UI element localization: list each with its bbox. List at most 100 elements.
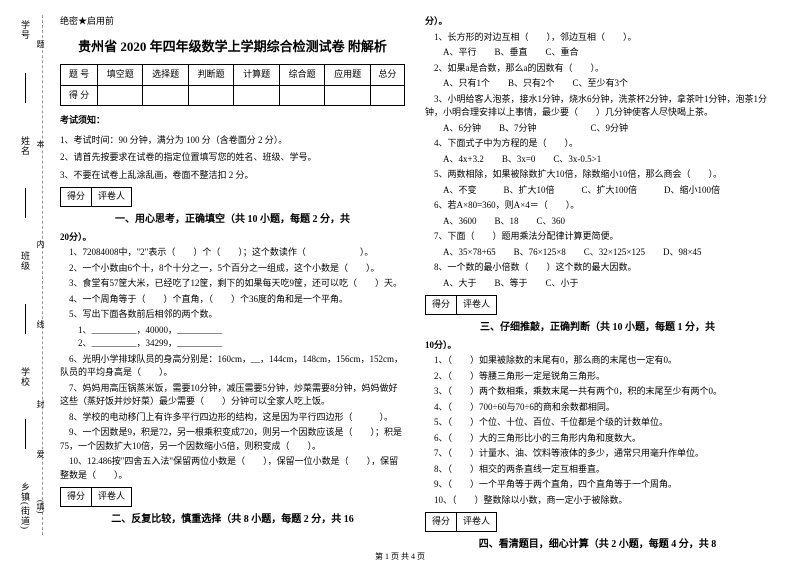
- options: A、4x+3.2 B、3x=0 C、3x-0.5>1: [443, 153, 770, 167]
- reviewer-label: 评卷人: [91, 187, 132, 207]
- question: 7、妈妈用高压锅蒸米饭，需要10分钟，减压需要5分钟，炒菜需要8分钟，妈妈做好这…: [60, 382, 405, 409]
- secret-label: 绝密★启用前: [60, 15, 405, 29]
- th: 总分: [370, 65, 404, 86]
- td: [234, 85, 279, 106]
- question: 8、（ ）相交的两条直线一定互相垂直。: [425, 463, 770, 477]
- options: A、大于 B、等于 C、小于: [443, 277, 770, 291]
- question: 2、如果a是合数，那么a的因数有（ ）。: [425, 62, 770, 76]
- section3-title: 三、仔细推敲，正确判断（共 10 小题，每题 1 分，共: [425, 320, 770, 335]
- notice-item: 2、请首先按要求在试卷的指定位置填写您的姓名、班级、学号。: [60, 151, 405, 165]
- td: 得 分: [61, 85, 98, 106]
- td: [188, 85, 233, 106]
- question: 8、学校的电动移门上有许多平行四边形的结构，这是因为平行四边形（ ）。: [60, 411, 405, 425]
- section1-title2: 20分）。: [60, 231, 405, 245]
- question: 9、（ ）一个平角等于两个直角，四个直角等于一个周角。: [425, 478, 770, 492]
- question: 6、（ ）大的三角形比小的三角形内角和度数大。: [425, 432, 770, 446]
- options: A、35×78+65 B、76×125×8 C、32×125×125 D、98×…: [443, 246, 770, 260]
- td: [325, 85, 370, 106]
- sidebar-underline: [25, 419, 26, 449]
- question: 4、下面式子中为方程的是（ ）。: [425, 137, 770, 151]
- options: A、6分钟 B、7分钟 C、9分钟: [443, 122, 770, 136]
- section2-title: 二、反复比较，慎重选择（共 8 小题，每题 2 分，共 16: [60, 512, 405, 527]
- th: 计算题: [234, 65, 279, 86]
- question: 1、72084008中，"2"表示（ ）个（ ）；这个数读作（ ）。: [60, 246, 405, 260]
- score-label: 得分: [425, 512, 456, 532]
- sidebar-underline: [25, 73, 26, 103]
- section4-title: 四、看清题目，细心计算（共 2 小题，每题 4 分，共 8: [425, 537, 770, 552]
- scorer-box: 得分 评卷人: [60, 487, 405, 507]
- fold-label: 爱: [35, 450, 46, 458]
- page-footer: 第 1 页 共 4 页: [0, 551, 800, 562]
- question: 10、12.486按"四舍五入法"保留两位小数是（ ），保留一位小数是（ ），保…: [60, 455, 405, 482]
- reviewer-label: 评卷人: [456, 512, 497, 532]
- td: [370, 85, 404, 106]
- question: 5、（ ）个位、十位、百位、千位都是个级的计数单位。: [425, 416, 770, 430]
- question: 1、长方形的对边互相（ ），邻边互相（ ）。: [425, 31, 770, 45]
- options: A、只有1个 B、只有2个 C、至少有3个: [443, 77, 770, 91]
- sub-question: 2、__________，34299，__________: [78, 337, 405, 351]
- reviewer-label: 评卷人: [91, 487, 132, 507]
- question: 2、一个小数由6个十，8个十分之一，5个百分之一组成，这个小数是（ ）。: [60, 262, 405, 276]
- question: 8、一个数的最小倍数（ ）这个数的最大因数。: [425, 261, 770, 275]
- question: 3、（ ）两个数相乘，乘数末尾一共有两个0，积的末尾至少有两个0。: [425, 385, 770, 399]
- question: 9、一个因数是9，积是72，另一根乘积变成720，则另一个因数应该是（ ）；积是…: [60, 426, 405, 453]
- reviewer-label: 评卷人: [456, 295, 497, 315]
- question: 1、（ ）如果被除数的末尾有0，那么商的末尾也一定有0。: [425, 354, 770, 368]
- score-label: 得分: [60, 487, 91, 507]
- sidebar-field-id: 学号: [19, 20, 32, 40]
- sidebar-field-school: 学校: [19, 367, 32, 387]
- td: [97, 85, 142, 106]
- fold-label: 内: [35, 240, 46, 248]
- th: 判断题: [188, 65, 233, 86]
- sub-question: 1、__________，40000，__________: [78, 324, 405, 338]
- question: 7、下面（ ）题用乘法分配律计算更简便。: [425, 230, 770, 244]
- page-content: 绝密★启用前 贵州省 2020 年四年级数学上学期综合检测试卷 附解析 题 号 …: [0, 0, 800, 540]
- score-table: 题 号 填空题 选择题 判断题 计算题 综合题 应用题 总分 得 分: [60, 64, 405, 106]
- sidebar-field-class: 班级: [19, 251, 32, 271]
- scorer-box: 得分 评卷人: [425, 512, 770, 532]
- question: 7、（ ）计量水、油、饮料等液体的多少，通常只用毫升作单位。: [425, 447, 770, 461]
- table-row: 题 号 填空题 选择题 判断题 计算题 综合题 应用题 总分: [61, 65, 405, 86]
- th: 选择题: [143, 65, 188, 86]
- fold-label: 封: [35, 400, 46, 408]
- scorer-box: 得分 评卷人: [60, 187, 405, 207]
- fold-label: 本: [35, 140, 46, 148]
- section3-title2: 10分）。: [425, 339, 770, 353]
- th: 填空题: [97, 65, 142, 86]
- td: [279, 85, 324, 106]
- sidebar-underline: [25, 304, 26, 334]
- question: 4、（ ）700÷60与70÷6的商和余数都相同。: [425, 401, 770, 415]
- notice-item: 1、考试时间：90 分钟，满分为 100 分（含卷面分 2 分）。: [60, 134, 405, 148]
- question: 3、小明给客人泡茶，接水1分钟，烧水6分钟，洗茶杯2分钟，拿茶叶1分钟，泡茶1分…: [425, 93, 770, 120]
- sidebar-underline: [25, 188, 26, 218]
- sidebar-field-name: 姓名: [19, 136, 32, 156]
- scorer-box: 得分 评卷人: [425, 295, 770, 315]
- score-label: 得分: [60, 187, 91, 207]
- options: A、不变 B、扩大10倍 C、扩大100倍 D、缩小100倍: [443, 184, 770, 198]
- th: 综合题: [279, 65, 324, 86]
- fold-label: 题: [35, 40, 46, 48]
- left-column: 绝密★启用前 贵州省 2020 年四年级数学上学期综合检测试卷 附解析 题 号 …: [50, 15, 415, 535]
- exam-title: 贵州省 2020 年四年级数学上学期综合检测试卷 附解析: [60, 37, 405, 57]
- question: 2、（ ）等腰三角形一定是锐角三角形。: [425, 370, 770, 384]
- section1-title: 一、用心思考，正确填空（共 10 小题，每题 2 分，共: [60, 212, 405, 227]
- question: 5、两数相除，如果被除数扩大10倍，除数缩小10倍，那么商会（ ）。: [425, 168, 770, 182]
- notice-item: 3、不要在试卷上乱涂乱画，卷面不整洁扣 2 分。: [60, 169, 405, 183]
- options: A、平行 B、垂直 C、重合: [443, 46, 770, 60]
- section2-title2: 分）。: [425, 15, 770, 29]
- question: 4、一个周角等于（ ）个直角，（ ）个36度的角和是一个平角。: [60, 293, 405, 307]
- options: A、3600 B、18 C、360: [443, 215, 770, 229]
- question: 10、（ ）整数除以小数，商一定小于被除数。: [425, 494, 770, 508]
- fold-label: (填): [35, 500, 46, 513]
- td: [143, 85, 188, 106]
- sidebar-field-town: 乡镇(街道): [19, 482, 32, 530]
- score-label: 得分: [425, 295, 456, 315]
- table-row: 得 分: [61, 85, 405, 106]
- question: 6、光明小学排球队员的身高分别是：160cm，__，144cm，148cm，15…: [60, 353, 405, 380]
- fold-label: 线: [35, 320, 46, 328]
- question: 5、写出下面各数前后相邻的两个数。: [60, 308, 405, 322]
- question: 3、食堂有57筐大米，已经吃了12筐，剩下的如果每天吃9筐，还可以吃（ ）天。: [60, 277, 405, 291]
- th: 题 号: [61, 65, 98, 86]
- notice-title: 考试须知：: [60, 114, 405, 128]
- right-column: 分）。 1、长方形的对边互相（ ），邻边互相（ ）。 A、平行 B、垂直 C、重…: [415, 15, 780, 535]
